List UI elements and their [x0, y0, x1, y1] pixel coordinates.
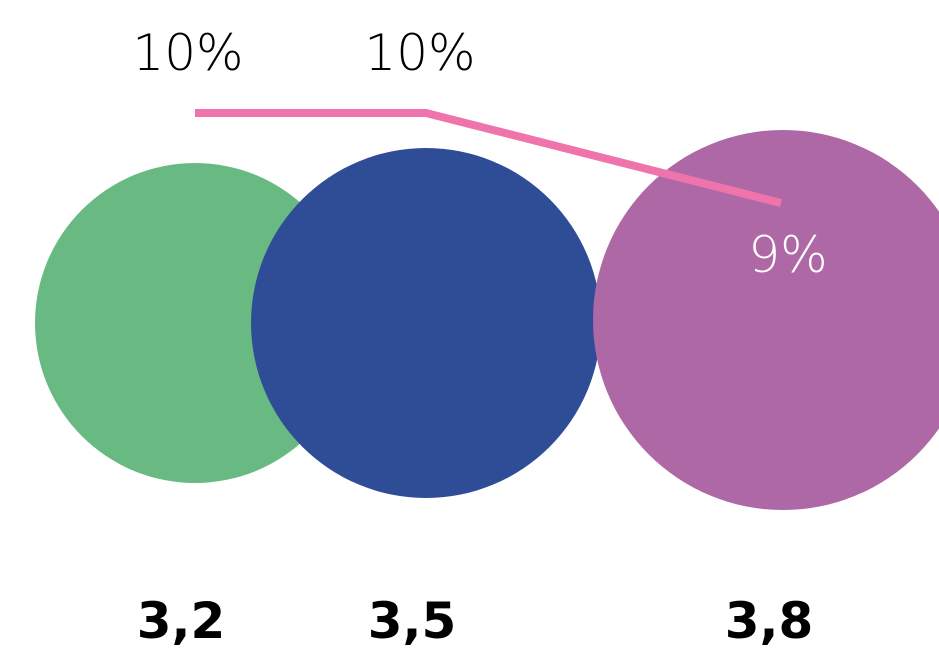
value-label-3: 3,8 [725, 592, 814, 649]
percent-label-3: 9% [748, 226, 827, 284]
value-label-2: 3,5 [368, 592, 457, 649]
bubble-3 [593, 130, 939, 510]
growth-line [195, 109, 782, 207]
percent-label-1: 10% [132, 24, 243, 82]
value-label-layer: 3,2 3,5 3,8 [137, 592, 814, 649]
line-layer [195, 109, 782, 207]
percent-label-layer: 10% 10% 9% [132, 24, 827, 284]
bubble-layer [35, 130, 939, 510]
percent-label-2: 10% [364, 24, 475, 82]
value-label-1: 3,2 [137, 592, 226, 649]
bubble-2 [251, 148, 601, 498]
